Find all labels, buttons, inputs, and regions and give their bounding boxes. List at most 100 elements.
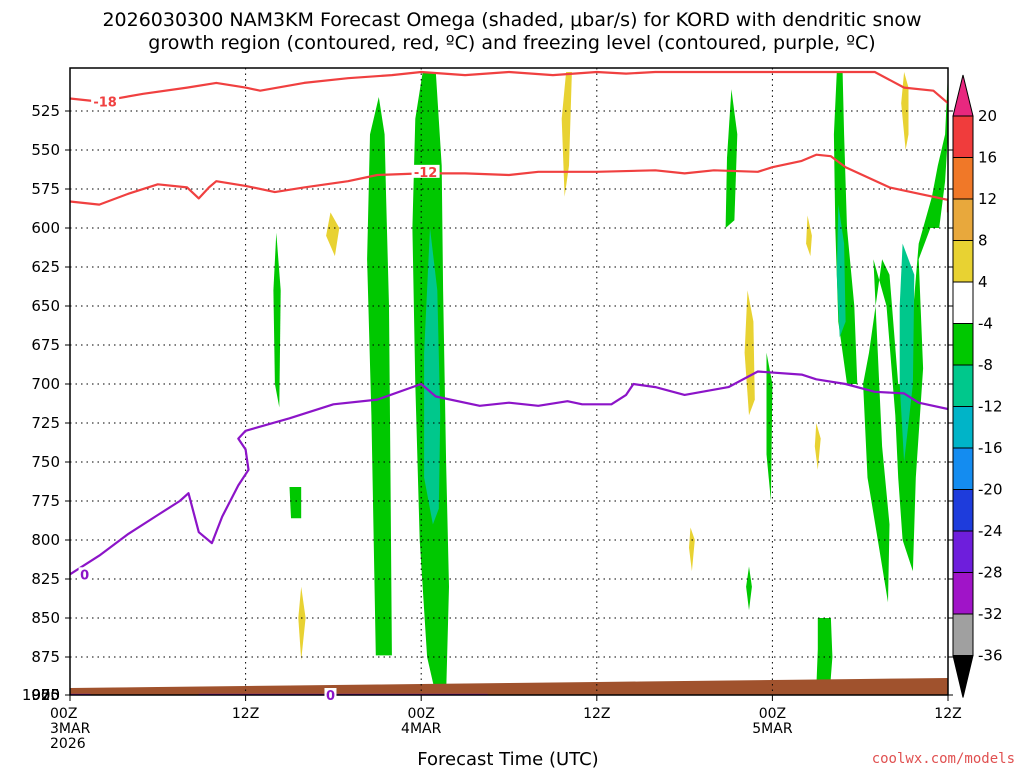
contour-label-bg [324,688,337,701]
terrain-strip [70,678,948,695]
x-tick-label-0-1: 3MAR [50,721,91,737]
omega-region-yellow-18 [689,527,695,572]
omega-region-yellow-21 [901,72,909,150]
contour-label-0: 0 [80,568,89,583]
y-tick-label-900: 900 [31,686,60,704]
y-tick-label-725: 725 [31,414,60,432]
x-tick-label-0-2: 2026 [50,736,86,752]
y-tick-label-825: 825 [31,570,60,588]
plot-border [69,67,949,696]
y-tick-label-600: 600 [31,219,60,237]
colorbar-label-12: 12 [978,190,997,208]
plot-area [70,72,948,695]
chart-title: 2026030300 NAM3KM Forecast Omega (shaded… [102,9,921,54]
colorbar-label--12: -12 [978,398,1003,416]
contour-label--12: -12 [414,166,438,181]
title-line-2: growth region (contoured, red, ºC) and f… [148,32,875,54]
y-axis: 525 550 575 600 625 650 675 700 725 750 775 800 825 8… [22,102,953,704]
colorbar-bin--36--32 [952,613,974,656]
y-tick-label-950: 950 [31,686,60,704]
colorbar-bin--24--20 [952,489,974,532]
colorbar-label--24: -24 [978,522,1003,540]
x-tick-label-48-1: 5MAR [752,721,793,737]
y-tick-label-775: 775 [31,492,60,510]
contour-label-bg [78,567,91,581]
colorbar-label-16: 16 [978,149,997,167]
colorbar-bin--20--16 [952,447,974,490]
omega-region-green-4 [273,232,281,408]
contour-0 [70,370,948,576]
omega-region-yellow-19 [806,215,812,257]
omega-region-teal-10 [836,204,846,338]
colorbar-bottom-triangle [952,655,974,698]
colorbar-bin-8-12 [952,198,974,241]
colorbar-bin-12-16 [952,157,974,200]
colorbar-label-8: 8 [978,232,988,250]
colorbar: 20 16 12 8 4 -4 -8 -12 -16 -20 -24 -28 -32 -36 [952,74,1003,698]
colorbar-bin--32--28 [952,572,974,615]
omega-region-yellow-20 [814,423,821,470]
x-tick-label-12-0: 12Z [232,706,259,722]
colorbar-top-triangle [952,74,974,117]
colorbar-label-4: 4 [978,273,988,291]
x-tick-label-36-0: 12Z [583,706,610,722]
omega-region-green-7 [766,352,773,501]
contour-label-0-pocket-a: 0 [326,689,335,704]
x-tick-label-0-0: 00Z [50,706,77,722]
y-tick-label-975: 975 [31,686,60,704]
colorbar-label--36: -36 [978,647,1003,665]
colorbar-bin--12--8 [952,364,974,407]
colorbar-label--8: -8 [978,356,993,374]
y-tick-label-1000: 1000 [22,686,60,704]
plot-frame [69,67,949,696]
y-tick-label-875: 875 [31,648,60,666]
contour-label-bg [91,94,120,108]
contour-label-bg [411,164,440,178]
colorbar-label--32: -32 [978,605,1003,623]
y-tick-label-750: 750 [31,453,60,471]
y-tick-label-525: 525 [31,102,60,120]
colorbar-bin--16--12 [952,406,974,449]
grid [70,68,948,696]
title-line-1: 2026030300 NAM3KM Forecast Omega (shaded… [102,9,921,31]
x-tick-label-24-0: 00Z [407,706,434,722]
omega-region-green-11 [863,72,948,603]
colorbar-label--20: -20 [978,481,1003,499]
y-tick-label-550: 550 [31,141,60,159]
y-tick-label-925: 925 [31,686,60,704]
omega-region-green-5 [289,487,302,519]
x-axis-label: Forecast Time (UTC) [417,749,598,768]
omega-region-yellow-16 [298,586,306,661]
omega-region-teal-12 [899,243,915,462]
contour-labels: -18 -12 0 0 [78,94,440,704]
colorbar-bin-4-8 [952,240,974,283]
contour--18 [70,70,948,105]
colorbar-bin--8--4 [952,323,974,366]
colorbar-label--4: -4 [978,315,993,333]
colorbar-bin--4-4 [952,281,974,324]
contour--12 [70,153,948,213]
y-tick-label-800: 800 [31,531,60,549]
omega-region-green-1 [367,97,392,656]
y-tick-label-850: 850 [31,609,60,627]
y-tick-label-625: 625 [31,258,60,276]
colorbar-bin--28--24 [952,530,974,573]
x-tick-label-24-1: 4MAR [401,721,442,737]
x-tick-label-60-0: 12Z [934,706,961,722]
colorbar-label-20: 20 [978,107,997,125]
y-tick-label-675: 675 [31,336,60,354]
colorbar-label--28: -28 [978,564,1003,582]
omega-region-yellow-17 [744,290,755,416]
credit-text: coolwx.com/models [872,751,1015,767]
omega-region-yellow-14 [561,72,572,197]
contour-label--18: -18 [93,96,117,111]
colorbar-label--16: -16 [978,439,1003,457]
x-tick-label-48-0: 00Z [759,706,786,722]
omega-region-green-8 [746,566,752,611]
y-tick-label-700: 700 [31,375,60,393]
omega-region-green-6 [725,89,738,228]
y-tick-label-650: 650 [31,297,60,315]
y-tick-label-575: 575 [31,180,60,198]
